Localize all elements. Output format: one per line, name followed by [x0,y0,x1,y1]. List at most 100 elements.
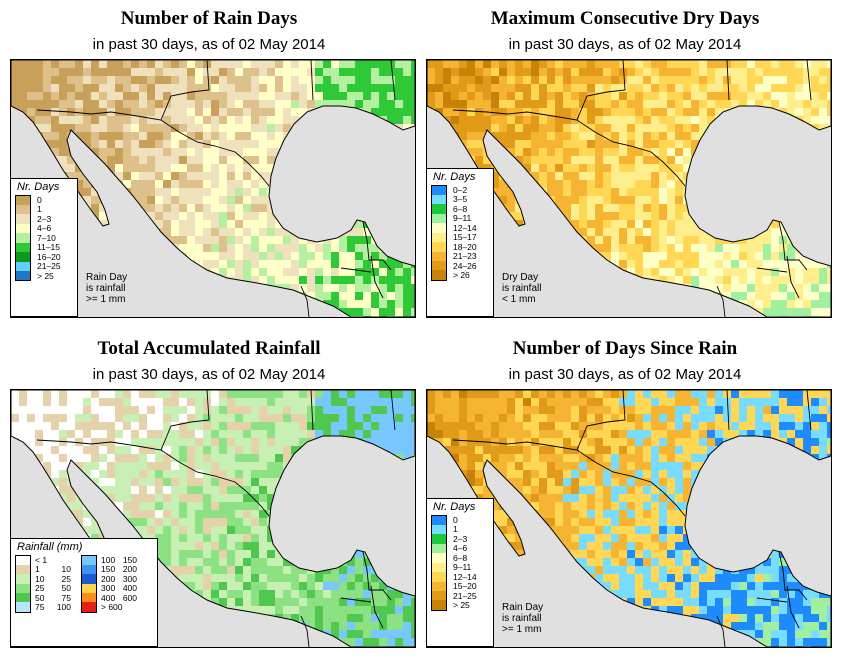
legend-swatch [431,184,447,195]
legend-label: 11–15 [37,242,61,253]
legend-label: > 600 [101,602,137,612]
legend-row: 400 600 [81,593,137,603]
legend-row: 15–20 [431,581,493,591]
legend-range-high: 400 [122,583,137,594]
legend-row: 0–2 [431,184,493,195]
legend-row: 9–11 [431,213,493,223]
legend-swatch [81,602,97,613]
map-dry-days [426,59,832,318]
political-borders [36,390,396,647]
legend-range-high: 600 [122,592,137,603]
legend-swatch [15,204,31,214]
legend-label: > 26 [453,270,470,281]
legend-row: 16–20 [15,252,77,262]
legend-range-high: 150 [122,554,137,565]
legend-note: Rain Day is rainfall >= 1 mm [86,272,128,305]
map-svg [11,390,415,647]
legend-row: 2–3 [15,214,77,224]
legend-label: < 1 [35,555,71,565]
legend-label: 4–6 [37,223,52,234]
panel-subtitle: in past 30 days, as of 02 May 2014 [92,366,326,383]
legend-label: 75 100 [35,602,71,612]
legend-row: 12–14 [431,572,493,582]
legend-rows: 0 1 2–3 4–6 6–8 9–11 12–14 15–20 21–25 > 25 [427,514,493,611]
panel-title: Maximum Consecutive Dry Days [490,8,760,29]
panel-title: Number of Days Since Rain [512,338,738,359]
legend-label: > 25 [453,600,470,611]
legend-label: 18–20 [453,241,477,252]
legend-swatch [81,554,97,565]
legend-range-high: 25 [61,573,71,584]
map-svg [427,60,831,317]
legend-row: > 25 [431,600,493,611]
legend-label: 15–17 [453,232,477,243]
legend-col-left: < 1 1 10 10 25 25 50 50 75 75 100 [11,554,71,613]
legend-swatch [431,242,447,252]
legend-row: 15–17 [431,232,493,243]
legend-range-low: 150 [101,564,116,575]
legend-range-low: 400 [101,592,116,603]
legend-row: > 25 [15,270,77,281]
legend-swatch [15,593,31,603]
legend-row: 6–8 [431,204,493,214]
map-total-rainfall [10,389,416,648]
legend-swatch [81,593,97,603]
legend-swatch [81,583,97,593]
legend-swatch [15,223,31,233]
legend-row: 21–25 [15,261,77,272]
legend-label: 0 [37,194,42,205]
coastline [427,390,831,647]
legend-rows: 0–2 3–5 6–8 9–11 12–14 15–17 18–20 21–23 24–26 > … [427,184,493,281]
legend-col-right: 100 150 150 200 200 300 300 400 400 600 > 600 [77,554,137,613]
legend-swatch [431,194,447,204]
legend-title: Nr. Days [17,181,60,193]
panel-rain-days: Number of Rain Days in past 30 days, as … [4,0,416,320]
legend-swatch [431,600,447,611]
legend-label: 24–26 [453,260,477,271]
legend-row: 75 100 [15,602,71,613]
legend-row: 18–20 [431,242,493,252]
legend-swatch [15,242,31,252]
legend-title: Nr. Days [433,171,476,183]
legend-label: 2–3 [37,213,52,224]
legend-label: 21–25 [37,261,61,272]
legend-range-low: 100 [101,554,116,565]
legend-label: 0–2 [453,184,468,195]
legend-row: 7–10 [15,233,77,243]
legend-label: 6–8 [453,203,468,214]
legend-label: 200 300 [101,574,137,584]
legend-label: 1 [37,204,42,215]
legend-range-low: > 600 [101,602,123,613]
legend-row: 6–8 [431,553,493,563]
legend-range-low: 10 [35,573,45,584]
legend-row: 11–15 [15,242,77,253]
legend-range-high: 200 [122,564,137,575]
coastline [427,60,831,317]
legend-row: 12–14 [431,223,493,233]
legend-label: 12–14 [453,222,477,233]
legend-note: Dry Day is rainfall < 1 mm [502,272,542,305]
legend-swatch [431,261,447,271]
panel-dry-days: Maximum Consecutive Dry Days in past 30 … [420,0,832,320]
legend-range-high: 75 [61,592,71,603]
legend-row: 50 75 [15,593,71,603]
legend-label: 9–11 [453,562,472,573]
legend-swatch [81,574,97,584]
legend-swatch [431,562,447,572]
legend-swatch [431,514,447,525]
legend-swatch [15,261,31,271]
legend-label: 1 10 [35,564,71,574]
legend-range-low: 1 [35,564,40,575]
legend-row: 2–3 [431,534,493,544]
legend-label: 21–23 [453,251,477,262]
legend-columns: < 1 1 10 10 25 25 50 50 75 75 100 100 150 150 200 200 3… [11,554,157,613]
legend-swatch [15,270,31,281]
legend-row: 100 150 [81,554,137,565]
legend-swatch [431,524,447,534]
legend-swatch [15,194,31,205]
panel-subtitle: in past 30 days, as of 02 May 2014 [508,366,742,383]
panel-subtitle: in past 30 days, as of 02 May 2014 [508,36,742,53]
legend-swatch [15,554,31,565]
legend-row: > 26 [431,270,493,281]
map-svg [427,390,831,647]
